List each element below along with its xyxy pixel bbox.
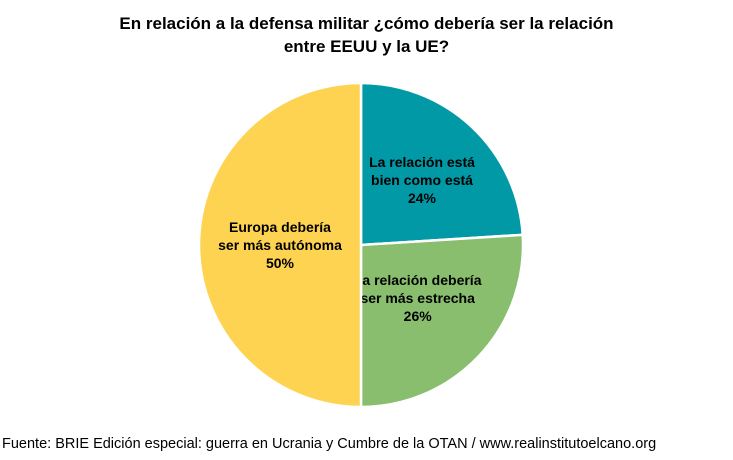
pie-slice-1 bbox=[359, 81, 524, 247]
slice-label-1: La relación está bien como está 24% bbox=[369, 154, 475, 206]
slice-value-label: 26% bbox=[404, 308, 433, 324]
pie-slice-2 bbox=[359, 233, 525, 409]
slice-category-label: ser más estrecha bbox=[360, 290, 475, 306]
slice-value-label: 24% bbox=[408, 190, 437, 206]
slice-category-label: La relación está bbox=[369, 154, 475, 170]
slice-label-3: Europa debería ser más autónoma 50% bbox=[218, 219, 342, 271]
slice-category-label: Europa debería bbox=[229, 219, 331, 235]
chart-title: En relación a la defensa militar ¿cómo d… bbox=[0, 12, 733, 58]
slice-label-2: La relación debería ser más estrecha 26% bbox=[354, 272, 482, 324]
chart-title-line-1: En relación a la defensa militar ¿cómo d… bbox=[119, 14, 614, 33]
chart-title-line-2: entre EEUU y la UE? bbox=[283, 37, 450, 56]
pie-slice-3 bbox=[197, 81, 363, 409]
slice-value-label: 50% bbox=[266, 255, 295, 271]
slice-category-label: La relación debería bbox=[354, 272, 482, 288]
pie-chart: La relación está bien como está 24%La rela… bbox=[197, 81, 525, 409]
slice-category-label: ser más autónoma bbox=[218, 237, 342, 253]
slice-category-label: bien como está bbox=[371, 172, 473, 188]
source-note: Fuente: BRIE Edición especial: guerra en… bbox=[2, 436, 657, 452]
